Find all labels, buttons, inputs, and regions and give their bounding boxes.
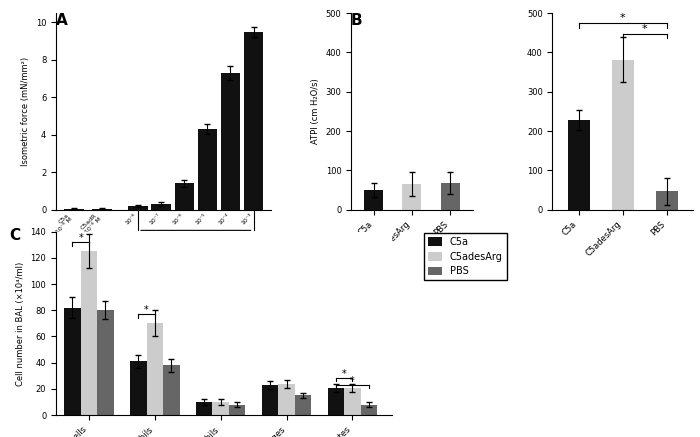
Bar [262, 385, 279, 415]
Y-axis label: ATPI (cm H₂O/s): ATPI (cm H₂O/s) [311, 79, 320, 144]
Bar [130, 361, 146, 415]
Bar [97, 310, 113, 415]
Bar [151, 204, 171, 210]
Bar [440, 183, 459, 210]
Y-axis label: Isometric force (mN/mm²): Isometric force (mN/mm²) [21, 57, 30, 166]
Bar [656, 191, 678, 210]
Text: *: * [620, 14, 626, 23]
Text: *: * [642, 24, 648, 34]
Text: C: C [9, 228, 20, 243]
Bar [279, 384, 295, 415]
Text: *: * [144, 305, 149, 315]
Legend: C5a, C5adesArg, PBS: C5a, C5adesArg, PBS [424, 233, 507, 280]
Bar [146, 323, 163, 415]
Text: *: * [78, 233, 83, 243]
Bar [213, 402, 229, 415]
Bar [328, 388, 344, 415]
Text: Ach: Ach [187, 240, 205, 250]
Bar [229, 405, 246, 415]
Bar [402, 184, 421, 210]
Bar [360, 405, 377, 415]
Bar [64, 308, 81, 415]
Text: A: A [56, 13, 68, 28]
Bar [295, 395, 312, 415]
Bar [612, 59, 634, 210]
Text: *: * [342, 369, 346, 379]
Bar [92, 209, 112, 210]
Bar [220, 73, 240, 210]
Bar [568, 120, 590, 210]
Bar [344, 388, 360, 415]
Bar [196, 402, 213, 415]
Bar [163, 365, 179, 415]
Text: *: * [350, 376, 355, 386]
Y-axis label: Cell number in BAL (×10⁴/ml): Cell number in BAL (×10⁴/ml) [16, 261, 25, 385]
Bar [244, 32, 263, 210]
Bar [365, 190, 384, 210]
Bar [128, 206, 148, 210]
Bar [64, 209, 84, 210]
Bar [80, 251, 97, 415]
Text: B: B [351, 13, 363, 28]
Bar [174, 183, 194, 210]
Bar [197, 129, 217, 210]
